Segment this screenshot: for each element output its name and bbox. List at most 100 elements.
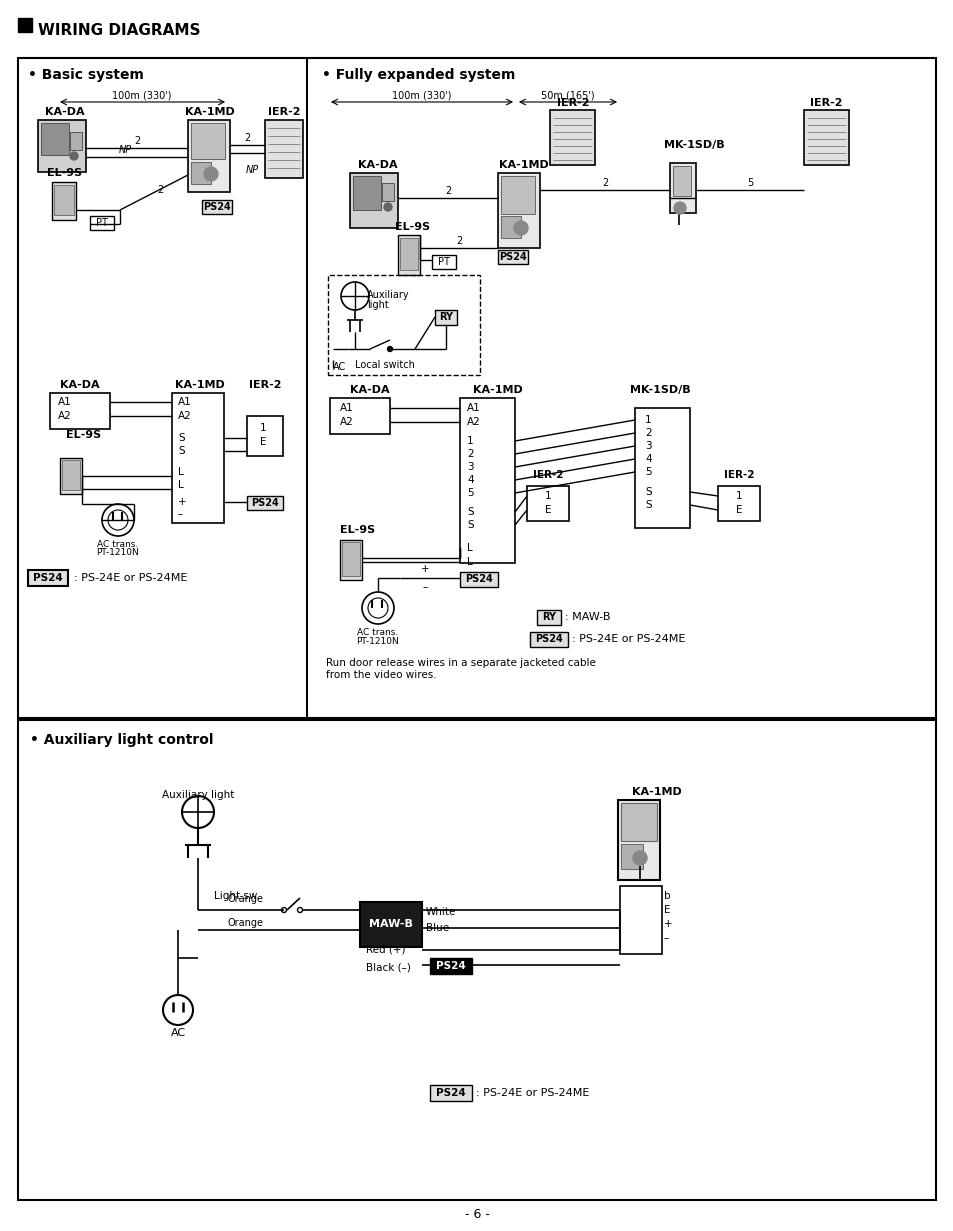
Text: –: –	[422, 582, 427, 592]
Bar	[18, 58, 935, 718]
Text: PT: PT	[437, 257, 450, 267]
Text: Local switch: Local switch	[355, 359, 415, 371]
Text: Run door release wires in a separate jacketed cable: Run door release wires in a separate jac…	[326, 659, 596, 668]
Text: KA-DA: KA-DA	[357, 160, 397, 170]
Text: 1: 1	[544, 491, 551, 501]
Bar	[803, 110, 848, 165]
Text: L: L	[467, 556, 473, 567]
Text: 2: 2	[444, 186, 451, 196]
Text: 2: 2	[601, 178, 607, 188]
Text: : PS-24E or PS-24ME: : PS-24E or PS-24ME	[74, 572, 187, 583]
Text: PS24: PS24	[33, 572, 63, 583]
Bar	[50, 393, 110, 428]
Text: A1: A1	[58, 398, 71, 407]
Text: RY: RY	[438, 311, 453, 323]
Text: AC: AC	[171, 1028, 186, 1038]
Bar	[435, 310, 456, 325]
Bar	[399, 238, 417, 270]
Text: 5: 5	[746, 178, 752, 188]
Bar	[18, 18, 32, 32]
Bar	[381, 183, 394, 201]
Text: E: E	[544, 505, 551, 515]
Text: PS24: PS24	[436, 1088, 465, 1098]
Text: 2: 2	[133, 135, 140, 146]
Bar	[339, 540, 361, 580]
Bar	[537, 611, 560, 625]
Text: L: L	[178, 480, 184, 490]
Text: PS24: PS24	[251, 499, 278, 508]
Text: +: +	[663, 920, 672, 929]
Text: Orange: Orange	[228, 918, 264, 928]
Text: E: E	[735, 505, 741, 515]
Bar	[62, 460, 80, 490]
Text: EL-9S: EL-9S	[395, 222, 430, 231]
Text: PS24: PS24	[465, 574, 493, 583]
Text: A1: A1	[178, 398, 192, 407]
Text: KA-1MD: KA-1MD	[498, 160, 548, 170]
Text: KA-1MD: KA-1MD	[473, 385, 522, 395]
Text: –: –	[663, 933, 669, 943]
Text: 5: 5	[467, 487, 473, 499]
Bar	[247, 416, 283, 455]
Bar	[328, 275, 479, 375]
Bar	[459, 572, 497, 587]
Bar	[191, 123, 225, 159]
Bar	[459, 398, 515, 563]
Text: S: S	[178, 433, 185, 443]
Text: IER-2: IER-2	[268, 107, 300, 117]
Bar	[191, 162, 211, 183]
Text: KA-1MD: KA-1MD	[185, 107, 234, 117]
Text: MK-1SD/B: MK-1SD/B	[663, 140, 723, 150]
Text: PS24: PS24	[535, 634, 562, 644]
Text: L: L	[467, 543, 473, 553]
Bar	[430, 1085, 472, 1101]
Text: 2: 2	[156, 185, 163, 194]
Bar	[202, 199, 232, 214]
Bar	[619, 886, 661, 954]
Bar	[359, 902, 421, 947]
Text: MAW-B: MAW-B	[369, 920, 413, 929]
Text: A2: A2	[339, 417, 354, 427]
Text: PS24: PS24	[203, 202, 231, 212]
Text: b: b	[663, 891, 670, 901]
Bar	[672, 166, 690, 196]
Text: S: S	[467, 507, 473, 517]
Bar	[430, 958, 472, 974]
Bar	[54, 185, 74, 215]
Text: Blue: Blue	[426, 923, 449, 933]
Text: Auxiliary: Auxiliary	[367, 291, 409, 300]
Text: 5: 5	[644, 467, 651, 476]
Circle shape	[387, 346, 392, 352]
Bar	[432, 255, 456, 270]
Bar	[247, 496, 283, 510]
Bar	[669, 162, 696, 213]
Circle shape	[514, 222, 527, 235]
Bar	[353, 176, 380, 211]
Text: Black (–): Black (–)	[366, 963, 411, 972]
Text: A1: A1	[467, 403, 480, 412]
Text: • Auxiliary light control: • Auxiliary light control	[30, 732, 213, 747]
Bar	[70, 132, 82, 150]
Text: 2: 2	[467, 449, 473, 459]
Circle shape	[633, 851, 646, 865]
Text: 2: 2	[456, 236, 461, 246]
Text: A2: A2	[58, 411, 71, 421]
Text: A2: A2	[178, 411, 192, 421]
Text: AC: AC	[333, 362, 346, 372]
Text: - 6 -: - 6 -	[464, 1209, 489, 1221]
Text: L: L	[178, 467, 184, 476]
Text: Red (+): Red (+)	[366, 945, 405, 955]
Text: 1: 1	[467, 436, 473, 446]
Circle shape	[204, 167, 218, 181]
Text: S: S	[178, 446, 185, 455]
Text: • Fully expanded system: • Fully expanded system	[322, 68, 515, 82]
Text: WIRING DIAGRAMS: WIRING DIAGRAMS	[38, 22, 200, 37]
Text: : PS-24E or PS-24ME: : PS-24E or PS-24ME	[572, 634, 684, 644]
Bar	[550, 110, 595, 165]
Bar	[188, 119, 230, 192]
Bar	[620, 844, 642, 869]
Text: 50m (165'): 50m (165')	[540, 90, 594, 100]
Text: S: S	[467, 519, 473, 531]
Text: 1: 1	[644, 415, 651, 425]
Text: White: White	[426, 907, 456, 917]
